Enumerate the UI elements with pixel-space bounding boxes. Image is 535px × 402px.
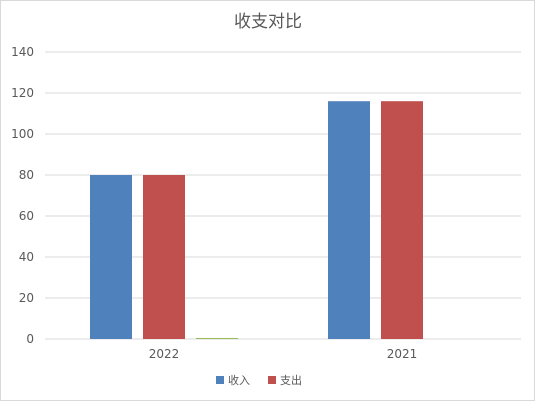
y-tick-label: 60 [19,209,34,223]
legend-swatch [216,376,224,384]
bar-series-3-2022 [196,337,238,339]
y-tick-label: 20 [19,291,34,305]
x-category-label: 2021 [387,347,418,361]
bar-收入-2022 [90,175,132,339]
legend-label: 收入 [228,373,250,387]
bar-收入-2021 [328,101,370,339]
y-tick-label: 140 [11,45,34,59]
bars [90,101,423,339]
chart-title: 收支对比 [234,12,302,32]
legend-label: 支出 [280,373,302,387]
x-axis-categories: 2022 2021 [149,347,418,361]
legend: 收入 支出 [216,373,302,387]
bar-支出-2021 [381,101,423,339]
y-tick-label: 120 [11,86,34,100]
y-tick-label: 100 [11,127,34,141]
legend-swatch [268,376,276,384]
y-tick-label: 40 [19,250,34,264]
bar-支出-2022 [143,175,185,339]
y-tick-label: 80 [19,168,34,182]
y-axis-ticks: 0 20 40 60 80 100 120 140 [11,45,34,346]
y-tick-label: 0 [26,332,34,346]
x-category-label: 2022 [149,347,180,361]
